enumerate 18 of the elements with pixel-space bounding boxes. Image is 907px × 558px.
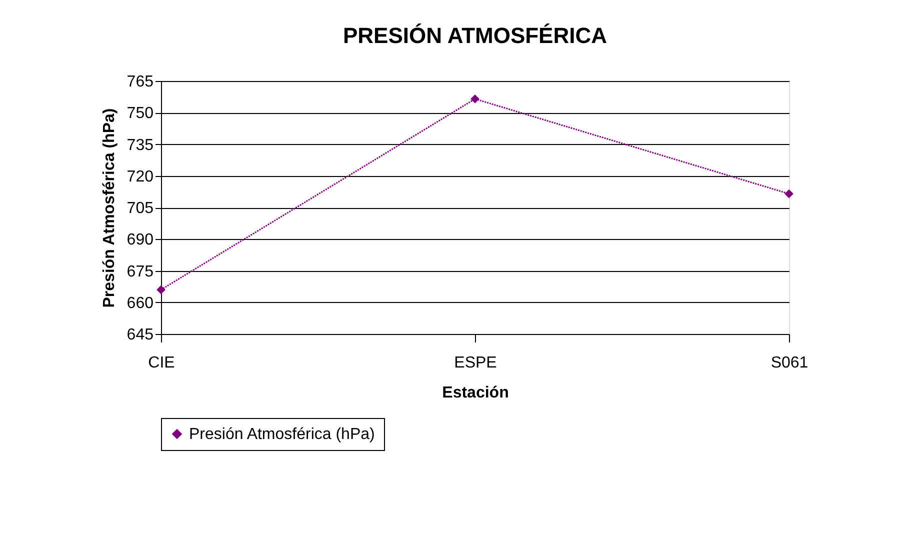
y-axis-title: Presión Atmosférica (hPa) [100, 108, 118, 308]
y-tick-label: 735 [126, 136, 154, 154]
x-tick-label: CIE [148, 354, 175, 372]
x-axis-title: Estación [442, 384, 509, 402]
y-tick-label: 720 [126, 168, 154, 186]
y-tick-label: 705 [126, 200, 154, 217]
x-tick-label: ESPE [454, 354, 497, 372]
point [784, 189, 794, 198]
y-tick-label: 645 [126, 326, 154, 344]
chart-title: PRESIÓN ATMOSFÉRICA [342, 23, 608, 48]
point [156, 285, 166, 294]
x-tick-label: S061 [770, 354, 808, 372]
y-tick-label: 690 [126, 232, 154, 249]
legend-label: Presión Atmosférica (hPa) [189, 426, 375, 443]
y-tick-label: 765 [126, 74, 154, 90]
y-tick-label: 660 [126, 294, 154, 312]
y-tick-label: 750 [126, 105, 154, 122]
y-tick-label: 675 [126, 263, 154, 280]
